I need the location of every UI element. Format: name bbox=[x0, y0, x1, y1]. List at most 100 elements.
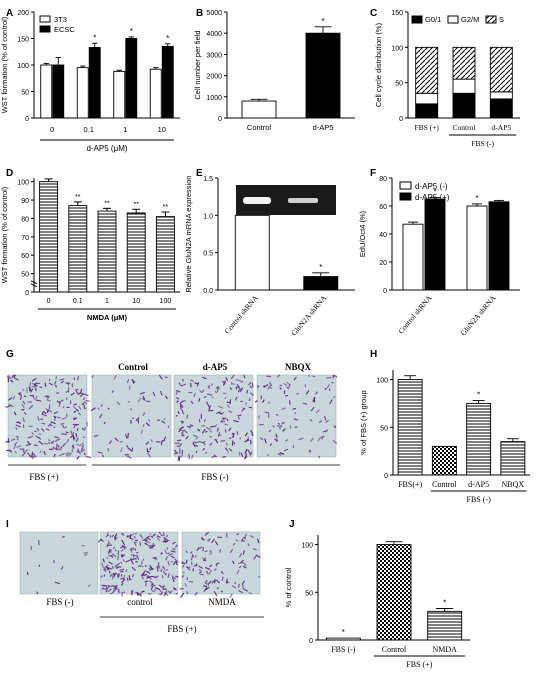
stained-cell bbox=[239, 415, 241, 416]
stained-cell bbox=[54, 416, 55, 417]
micrograph-g-3 bbox=[255, 375, 336, 458]
stained-cell bbox=[232, 437, 233, 438]
y-tick-label-H: 100 bbox=[376, 378, 388, 385]
stained-cell bbox=[194, 394, 195, 397]
y-axis-label-E: Relative GluN2A mRNA expression bbox=[184, 175, 193, 292]
x-tick-label-E: GluN2A shRNA bbox=[289, 293, 328, 337]
stained-cell bbox=[210, 431, 212, 432]
y-tick-label-C: 50 bbox=[395, 81, 403, 88]
stained-cell bbox=[127, 578, 128, 581]
stained-cell bbox=[229, 438, 231, 439]
stained-cell bbox=[136, 552, 138, 553]
bar-segment-C bbox=[490, 92, 512, 99]
stained-cell bbox=[252, 435, 253, 436]
panel-letter-G: G bbox=[6, 349, 14, 360]
stained-cell bbox=[40, 387, 42, 388]
stained-cell bbox=[28, 453, 29, 454]
micrograph-g-0 bbox=[6, 375, 91, 459]
bar-D bbox=[69, 206, 87, 292]
migration-images-i bbox=[20, 532, 260, 598]
stained-cell bbox=[108, 408, 109, 409]
y-tick-label-B: 1000 bbox=[206, 95, 222, 102]
legend-swatch-F bbox=[400, 182, 411, 189]
gel-band-control bbox=[243, 197, 271, 204]
y-tick-label-B: 3000 bbox=[206, 52, 222, 59]
y-tick-label-A: 100 bbox=[17, 63, 29, 70]
stained-cell bbox=[273, 426, 274, 427]
significance-D: ** bbox=[133, 201, 139, 208]
stained-cell bbox=[286, 440, 287, 441]
stained-cell bbox=[61, 423, 64, 424]
stained-cell bbox=[132, 448, 133, 451]
y-tick-label-D: 100 bbox=[17, 180, 29, 187]
stained-cell bbox=[77, 451, 78, 452]
i-label-2: NMDA bbox=[208, 597, 236, 607]
stained-cell bbox=[108, 545, 111, 546]
bar-H bbox=[501, 442, 525, 475]
stained-cell bbox=[142, 561, 143, 564]
stained-cell bbox=[115, 550, 116, 551]
significance-F: * bbox=[475, 194, 478, 203]
stained-cell bbox=[66, 432, 68, 433]
x-tick-label-H: d-AP5 bbox=[468, 480, 489, 489]
y-tick-label-F: 40 bbox=[379, 232, 387, 239]
significance-D: ** bbox=[104, 200, 110, 207]
i-bottom-group-label: FBS (+) bbox=[167, 624, 196, 634]
stained-cell bbox=[142, 566, 143, 567]
stained-cell bbox=[74, 411, 76, 412]
stained-cell bbox=[208, 387, 209, 388]
y-tick-label-D: 50 bbox=[21, 272, 29, 279]
stained-cell bbox=[78, 377, 79, 380]
stained-cell bbox=[235, 582, 236, 584]
stained-cell bbox=[75, 404, 77, 405]
gel-band-knockdown bbox=[288, 198, 318, 203]
stained-cell bbox=[243, 551, 244, 554]
x-tick-label-F: Control shRNA bbox=[396, 293, 434, 335]
panel-letter-E: E bbox=[196, 168, 203, 179]
stained-cell bbox=[101, 576, 102, 577]
y-tick-label-D: 80 bbox=[21, 216, 29, 223]
stained-cell bbox=[176, 576, 178, 577]
stained-cell bbox=[220, 550, 221, 553]
significance-J: * bbox=[342, 628, 345, 637]
stained-cell bbox=[161, 571, 162, 572]
significance-B: * bbox=[321, 17, 324, 26]
stained-cell bbox=[182, 562, 183, 564]
stained-cell bbox=[249, 593, 251, 594]
bar-F bbox=[425, 199, 445, 290]
x-tick-label-D: 100 bbox=[160, 298, 172, 305]
x-tick-label-H: Control bbox=[432, 480, 457, 489]
stained-cell bbox=[133, 575, 134, 577]
bar-J bbox=[326, 638, 360, 640]
significance-H: * bbox=[477, 391, 480, 400]
y-tick-label-B: 4000 bbox=[206, 31, 222, 38]
y-tick-label-D: 70 bbox=[21, 235, 29, 242]
y-tick-label-C: 150 bbox=[391, 10, 403, 17]
stained-cell bbox=[16, 437, 18, 438]
g-bottom-group-label: FBS (-) bbox=[201, 472, 228, 482]
bar-A bbox=[114, 71, 125, 118]
stained-cell bbox=[187, 415, 188, 418]
bar-A bbox=[150, 69, 161, 118]
stained-cell bbox=[179, 383, 180, 384]
y-tick-label-D: 60 bbox=[21, 253, 29, 260]
stained-cell bbox=[205, 551, 207, 552]
stained-cell bbox=[21, 396, 22, 400]
y-tick-label-D: 90 bbox=[21, 198, 29, 205]
panel-letter-F: F bbox=[370, 168, 376, 179]
stained-cell bbox=[219, 413, 221, 414]
stained-cell bbox=[158, 563, 159, 566]
y-tick-label-J: 0 bbox=[309, 638, 313, 645]
stained-cell bbox=[334, 397, 335, 398]
stained-cell bbox=[151, 585, 152, 586]
stained-cell bbox=[225, 398, 226, 399]
legend-swatch-A bbox=[40, 26, 50, 32]
stained-cell bbox=[69, 455, 71, 456]
i-label-0: FBS (-) bbox=[46, 597, 73, 607]
stained-cell bbox=[205, 431, 207, 432]
stained-cell bbox=[40, 451, 41, 452]
stained-cell bbox=[112, 556, 113, 557]
stained-cell bbox=[86, 400, 90, 401]
stained-cell bbox=[248, 437, 249, 441]
bar-H bbox=[398, 380, 422, 475]
